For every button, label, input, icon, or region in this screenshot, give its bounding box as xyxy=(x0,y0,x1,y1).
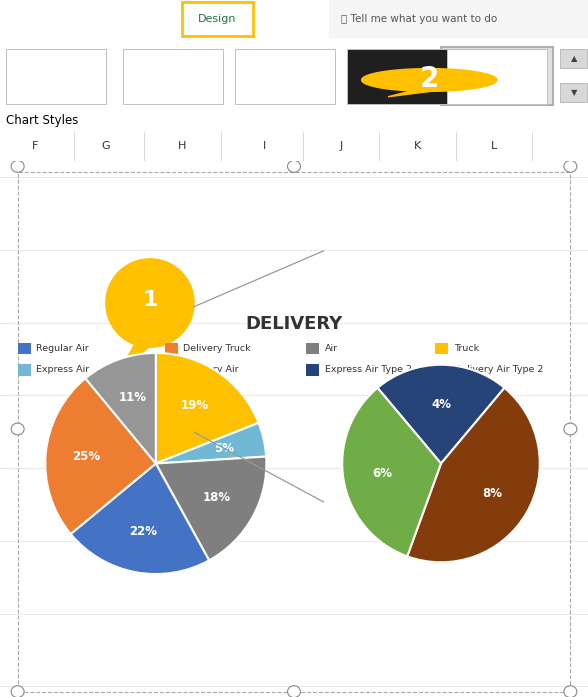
Bar xyxy=(447,49,547,103)
Bar xyxy=(441,47,553,105)
Text: Delivery Air Type 2: Delivery Air Type 2 xyxy=(454,365,543,374)
Text: Acrobat: Acrobat xyxy=(123,14,166,24)
Text: H: H xyxy=(178,141,186,151)
Text: Truck: Truck xyxy=(454,344,479,353)
Bar xyxy=(560,83,587,102)
Text: 25%: 25% xyxy=(72,450,101,464)
Wedge shape xyxy=(156,457,266,560)
Text: 8%: 8% xyxy=(482,487,502,500)
Text: ▲: ▲ xyxy=(570,54,577,63)
Text: Help: Help xyxy=(65,14,90,24)
Text: 4%: 4% xyxy=(431,398,451,411)
Text: L: L xyxy=(491,141,497,151)
Text: Express Air Type 2: Express Air Type 2 xyxy=(325,365,412,374)
Bar xyxy=(306,364,319,376)
FancyBboxPatch shape xyxy=(182,1,253,36)
Circle shape xyxy=(288,686,300,697)
Text: J: J xyxy=(339,141,343,151)
Circle shape xyxy=(564,423,577,435)
Text: Design: Design xyxy=(198,14,237,24)
Text: Chart Styles: Chart Styles xyxy=(6,114,78,127)
Text: 5%: 5% xyxy=(214,442,234,455)
Text: 💡 Tell me what you want to do: 💡 Tell me what you want to do xyxy=(341,14,497,24)
Text: F: F xyxy=(32,141,38,151)
Text: 1: 1 xyxy=(142,291,158,310)
Bar xyxy=(165,343,178,354)
Text: K: K xyxy=(414,141,421,151)
Bar xyxy=(435,343,448,354)
Circle shape xyxy=(11,686,24,697)
Polygon shape xyxy=(118,343,153,376)
Text: 6%: 6% xyxy=(373,467,393,480)
Circle shape xyxy=(288,160,300,172)
Text: DELIVERY: DELIVERY xyxy=(245,316,343,333)
Wedge shape xyxy=(156,353,259,464)
Wedge shape xyxy=(45,378,156,534)
Text: 19%: 19% xyxy=(181,399,209,413)
Wedge shape xyxy=(377,365,505,464)
Circle shape xyxy=(11,160,24,172)
Wedge shape xyxy=(85,353,156,464)
Text: 22%: 22% xyxy=(129,526,157,538)
Bar xyxy=(165,364,178,376)
Bar xyxy=(6,49,106,103)
Polygon shape xyxy=(106,259,194,347)
Text: View: View xyxy=(12,14,38,24)
Circle shape xyxy=(564,160,577,172)
Bar xyxy=(18,364,31,376)
Bar xyxy=(123,49,223,103)
Bar xyxy=(235,49,335,103)
Text: I: I xyxy=(263,141,266,151)
Text: ▼: ▼ xyxy=(570,88,577,97)
Bar xyxy=(306,343,319,354)
Wedge shape xyxy=(342,388,441,556)
Text: Format: Format xyxy=(270,14,310,24)
Text: G: G xyxy=(102,141,110,151)
Bar xyxy=(18,343,31,354)
Polygon shape xyxy=(388,91,435,97)
Wedge shape xyxy=(156,423,266,464)
Text: Delivery Truck: Delivery Truck xyxy=(183,344,251,353)
Text: Delivery Air: Delivery Air xyxy=(183,365,239,374)
Circle shape xyxy=(564,686,577,697)
Text: Air: Air xyxy=(325,344,338,353)
Text: Express Air: Express Air xyxy=(36,365,90,374)
Polygon shape xyxy=(362,68,497,91)
Bar xyxy=(560,49,587,68)
Wedge shape xyxy=(407,388,540,562)
Wedge shape xyxy=(71,464,209,574)
Text: 2: 2 xyxy=(420,65,439,93)
Bar xyxy=(347,49,447,103)
Text: 11%: 11% xyxy=(118,392,146,404)
Text: 18%: 18% xyxy=(203,491,231,503)
Text: Regular Air: Regular Air xyxy=(36,344,89,353)
Bar xyxy=(329,0,588,38)
Circle shape xyxy=(11,423,24,435)
Bar xyxy=(435,364,448,376)
